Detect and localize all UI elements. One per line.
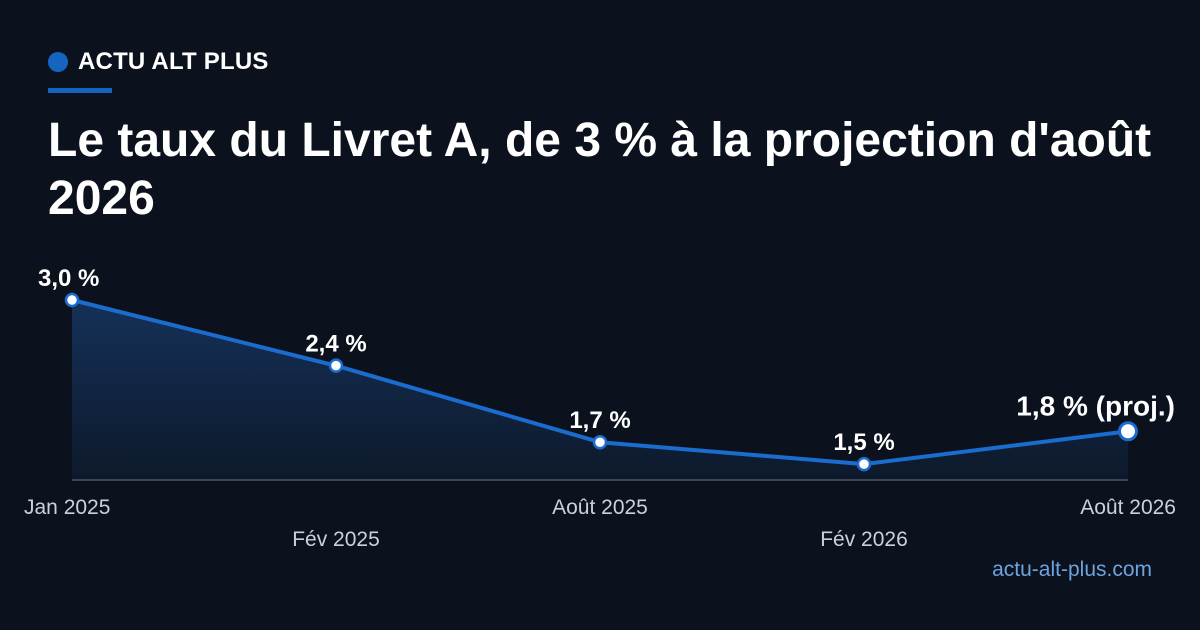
x-tick-label: Août 2026 — [1080, 496, 1176, 519]
data-point — [856, 456, 872, 472]
data-point — [64, 292, 80, 308]
data-label: 1,5 % — [833, 429, 894, 456]
data-point — [328, 358, 344, 373]
data-point — [1118, 421, 1138, 442]
data-label: 3,0 % — [38, 265, 99, 292]
data-label: 1,8 % (proj.) — [1016, 390, 1175, 421]
footer-url[interactable]: actu-alt-plus.com — [992, 558, 1152, 581]
data-points — [64, 292, 1138, 472]
x-tick-label: Fév 2026 — [820, 528, 908, 551]
data-label: 1,7 % — [569, 407, 630, 434]
data-label: 2,4 % — [305, 331, 366, 358]
x-tick-labels: Jan 2025 Fév 2025 Août 2025 Fév 2026 Août 20… — [24, 496, 1176, 551]
x-tick-label: Août 2025 — [552, 496, 648, 519]
area-fill — [72, 300, 1128, 480]
data-point — [592, 434, 608, 450]
brand: ACTU ALT PLUS — [48, 48, 269, 76]
chart-title: Le taux du Livret A, de 3 % à la project… — [48, 114, 1152, 225]
brand-underline — [48, 88, 112, 93]
x-tick-label: Jan 2025 — [24, 496, 110, 519]
x-tick-label: Fév 2025 — [292, 528, 380, 551]
brand-name: ACTU ALT PLUS — [78, 48, 269, 75]
data-labels: 3,0 % 2,4 % 1,7 % 1,5 % 1,8 % (proj.) — [38, 265, 1175, 456]
brand-dot-icon — [48, 52, 68, 72]
